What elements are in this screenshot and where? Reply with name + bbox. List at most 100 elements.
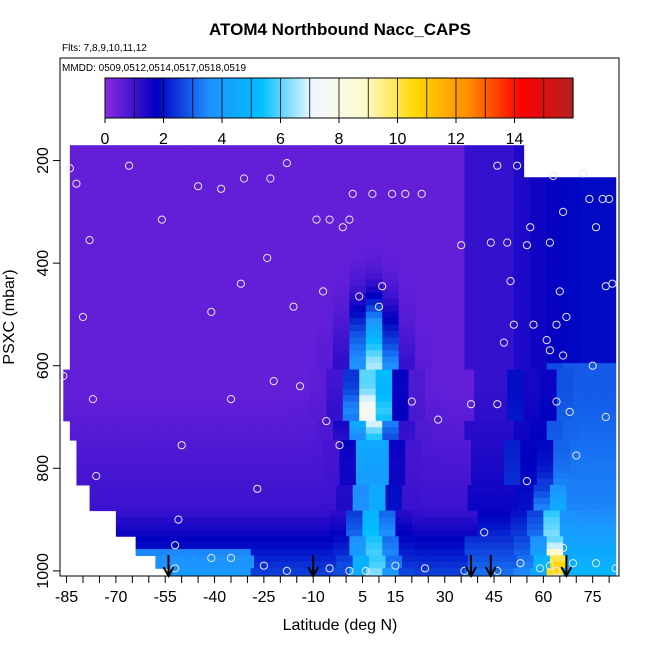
heatmap-cell <box>102 228 120 236</box>
heatmap-cell <box>135 292 153 300</box>
heatmap-cell <box>398 279 416 287</box>
heatmap-cell <box>612 536 617 544</box>
sample-point <box>506 277 515 286</box>
heatmap-cell <box>480 299 498 306</box>
heatmap-cell <box>536 440 554 447</box>
heatmap-cell <box>513 292 531 300</box>
heatmap-cell <box>296 529 314 537</box>
heatmap-cell <box>250 202 268 210</box>
heatmap-cell <box>503 465 521 473</box>
heatmap-cell <box>477 529 495 537</box>
heatmap-cell <box>497 241 515 249</box>
heatmap-cell <box>464 433 482 441</box>
heatmap-cell <box>168 158 186 165</box>
heatmap-cell <box>480 247 498 255</box>
heatmap-cell <box>175 440 193 447</box>
heatmap-cell <box>451 555 469 563</box>
heatmap-cell <box>513 228 531 236</box>
heatmap-cell <box>267 196 285 204</box>
heatmap-cell <box>316 267 334 274</box>
heatmap-cell <box>135 536 153 544</box>
heatmap-cell <box>152 196 170 204</box>
heatmap-cell <box>201 183 219 191</box>
heatmap-cell <box>96 382 114 390</box>
heatmap-cell <box>86 331 104 339</box>
heatmap-cell <box>69 363 87 371</box>
heatmap-cell <box>448 215 465 223</box>
heatmap-cell <box>313 517 331 524</box>
heatmap-cell <box>395 517 413 524</box>
heatmap-cell <box>135 420 153 428</box>
heatmap-cell <box>448 177 465 185</box>
heatmap-cell <box>217 215 235 223</box>
heatmap-cell <box>612 299 617 306</box>
heatmap-cell <box>612 234 617 242</box>
heatmap-cell <box>401 491 419 499</box>
heatmap-cell <box>546 311 564 319</box>
heatmap-cell <box>352 491 370 499</box>
heatmap-cell <box>293 414 311 422</box>
heatmap-cell <box>487 465 505 473</box>
heatmap-cell <box>69 331 87 339</box>
heatmap-cell <box>546 222 564 230</box>
heatmap-cell <box>92 452 110 460</box>
heatmap-cell <box>480 164 498 172</box>
sample-point <box>253 484 262 493</box>
heatmap-cell <box>319 504 337 512</box>
heatmap-cell <box>484 491 502 499</box>
heatmap-cell <box>480 427 498 435</box>
x-tick-label: -40 <box>203 589 226 606</box>
heatmap-cell <box>135 228 153 236</box>
sample-point <box>466 400 476 409</box>
heatmap-cell <box>207 465 225 473</box>
heatmap-cell <box>283 234 301 242</box>
heatmap-cell <box>152 183 170 191</box>
heatmap-cell <box>89 491 107 499</box>
heatmap-cell <box>237 497 255 505</box>
heatmap-cell <box>362 529 380 537</box>
heatmap-cell <box>513 427 531 435</box>
heatmap-cell <box>415 196 433 204</box>
heatmap-cell <box>346 529 364 537</box>
heatmap-cell <box>497 215 515 223</box>
heatmap-cell <box>431 234 449 242</box>
heatmap-cell <box>316 331 334 339</box>
heatmap-cell <box>329 529 347 537</box>
heatmap-cell <box>490 401 508 409</box>
heatmap-cell <box>240 452 258 460</box>
heatmap-cell <box>69 286 87 294</box>
heatmap-cell <box>184 427 202 435</box>
heatmap-cell <box>431 158 449 165</box>
heatmap-cell <box>365 209 383 217</box>
heatmap-cell <box>300 190 317 197</box>
heatmap-cell <box>546 267 564 274</box>
heatmap-cell <box>76 440 94 447</box>
heatmap-cell <box>283 292 301 300</box>
heatmap-cell <box>612 311 617 319</box>
heatmap-cell <box>69 170 87 178</box>
heatmap-cell <box>388 465 406 473</box>
colorbar-segment <box>186 78 191 118</box>
heatmap-cell <box>579 267 597 274</box>
heatmap-cell <box>332 183 350 191</box>
heatmap-cell <box>424 382 442 390</box>
sample-point <box>325 564 334 573</box>
heatmap-cell <box>438 452 456 460</box>
heatmap-cell <box>244 414 262 422</box>
sample-point <box>572 451 581 460</box>
heatmap-cell <box>434 484 452 492</box>
heatmap-cell <box>365 273 383 281</box>
heatmap-cell <box>398 350 416 358</box>
heatmap-cell <box>612 356 617 364</box>
sample-point <box>78 312 88 322</box>
heatmap-cell <box>283 363 301 371</box>
heatmap-cell <box>365 241 383 249</box>
heatmap-cell <box>523 401 541 409</box>
heatmap-cell <box>86 286 104 294</box>
heatmap-cell <box>464 331 482 339</box>
heatmap-cell <box>184 267 202 274</box>
heatmap-cell <box>520 478 538 486</box>
heatmap-cell <box>125 446 143 454</box>
heatmap-cell <box>451 491 469 499</box>
heatmap-cell <box>92 446 110 454</box>
